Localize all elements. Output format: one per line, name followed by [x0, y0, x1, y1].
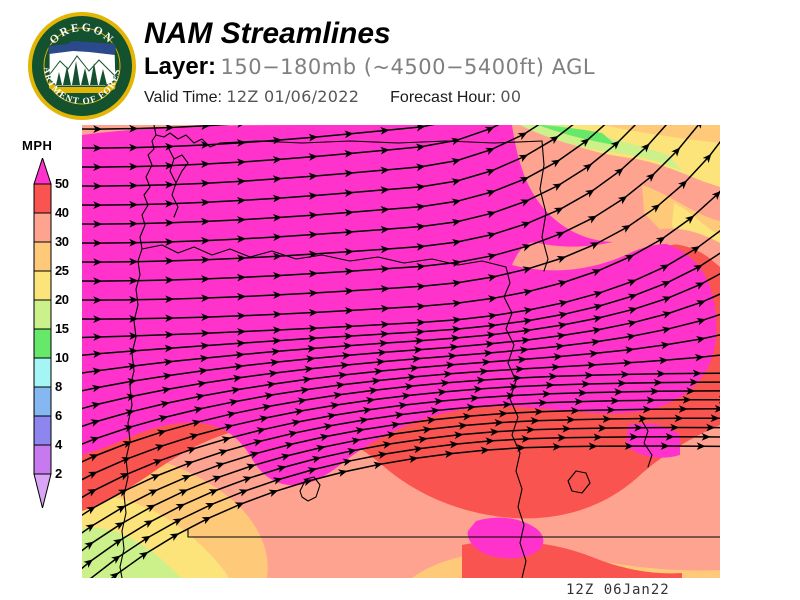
legend-colorbar: MPH 50 40 30 25 20 15 10 8 6 4 2 [10, 138, 80, 508]
legend-gradient [10, 158, 80, 508]
legend-units-label: MPH [22, 138, 53, 153]
legend-tick: 2 [55, 466, 62, 481]
legend-band [33, 270, 52, 301]
valid-time-label: Valid Time: [144, 89, 222, 106]
legend-tick: 8 [55, 379, 62, 394]
legend-tick: 30 [55, 234, 69, 249]
valid-time-line: Valid Time: 12Z 01/06/2022 Forecast Hour… [144, 87, 595, 108]
valid-time-value: 12Z 01/06/2022 [226, 87, 360, 106]
legend-tick: 4 [55, 437, 62, 452]
forecast-hour-label: Forecast Hour: [390, 89, 496, 106]
legend-band [33, 183, 52, 214]
legend-tick: 10 [55, 350, 69, 365]
legend-tick: 20 [55, 292, 69, 307]
legend-band [33, 386, 52, 417]
map-timestamp: 12Z 06Jan22 [566, 582, 670, 598]
weather-map[interactable] [82, 125, 720, 578]
map-canvas[interactable] [82, 125, 720, 578]
legend-tick: 25 [55, 263, 69, 278]
legend-tip-high [33, 158, 52, 185]
legend-band [33, 444, 52, 475]
legend-band [33, 357, 52, 388]
legend-band [33, 212, 52, 243]
logo-seal-icon: OREGON DEPARTMENT OF FORESTRY [27, 11, 136, 120]
legend-tick: 15 [55, 321, 69, 336]
legend-band [33, 299, 52, 330]
page-title: NAM Streamlines [144, 17, 391, 50]
forecast-hour-value: 00 [500, 87, 522, 106]
layer-line: Layer: 150−180mb (~4500−5400ft) AGL [144, 53, 595, 84]
legend-band [33, 415, 52, 446]
legend-tick: 40 [55, 205, 69, 220]
layer-value: 150−180mb (~4500−5400ft) AGL [220, 55, 596, 79]
title-block: NAM Streamlines Layer: 150−180mb (~4500−… [144, 17, 595, 108]
oregon-dept-forestry-logo: OREGON DEPARTMENT OF FORESTRY [27, 11, 137, 121]
legend-band [33, 241, 52, 272]
header: OREGON DEPARTMENT OF FORESTRY NAM Stream… [0, 0, 800, 120]
layer-label: Layer: [144, 53, 217, 80]
legend-band [33, 328, 52, 359]
legend-swatches [33, 158, 52, 508]
legend-tick: 6 [55, 408, 62, 423]
legend-tick: 50 [55, 176, 69, 191]
streamline [82, 442, 720, 578]
legend-tip-low [33, 473, 52, 508]
